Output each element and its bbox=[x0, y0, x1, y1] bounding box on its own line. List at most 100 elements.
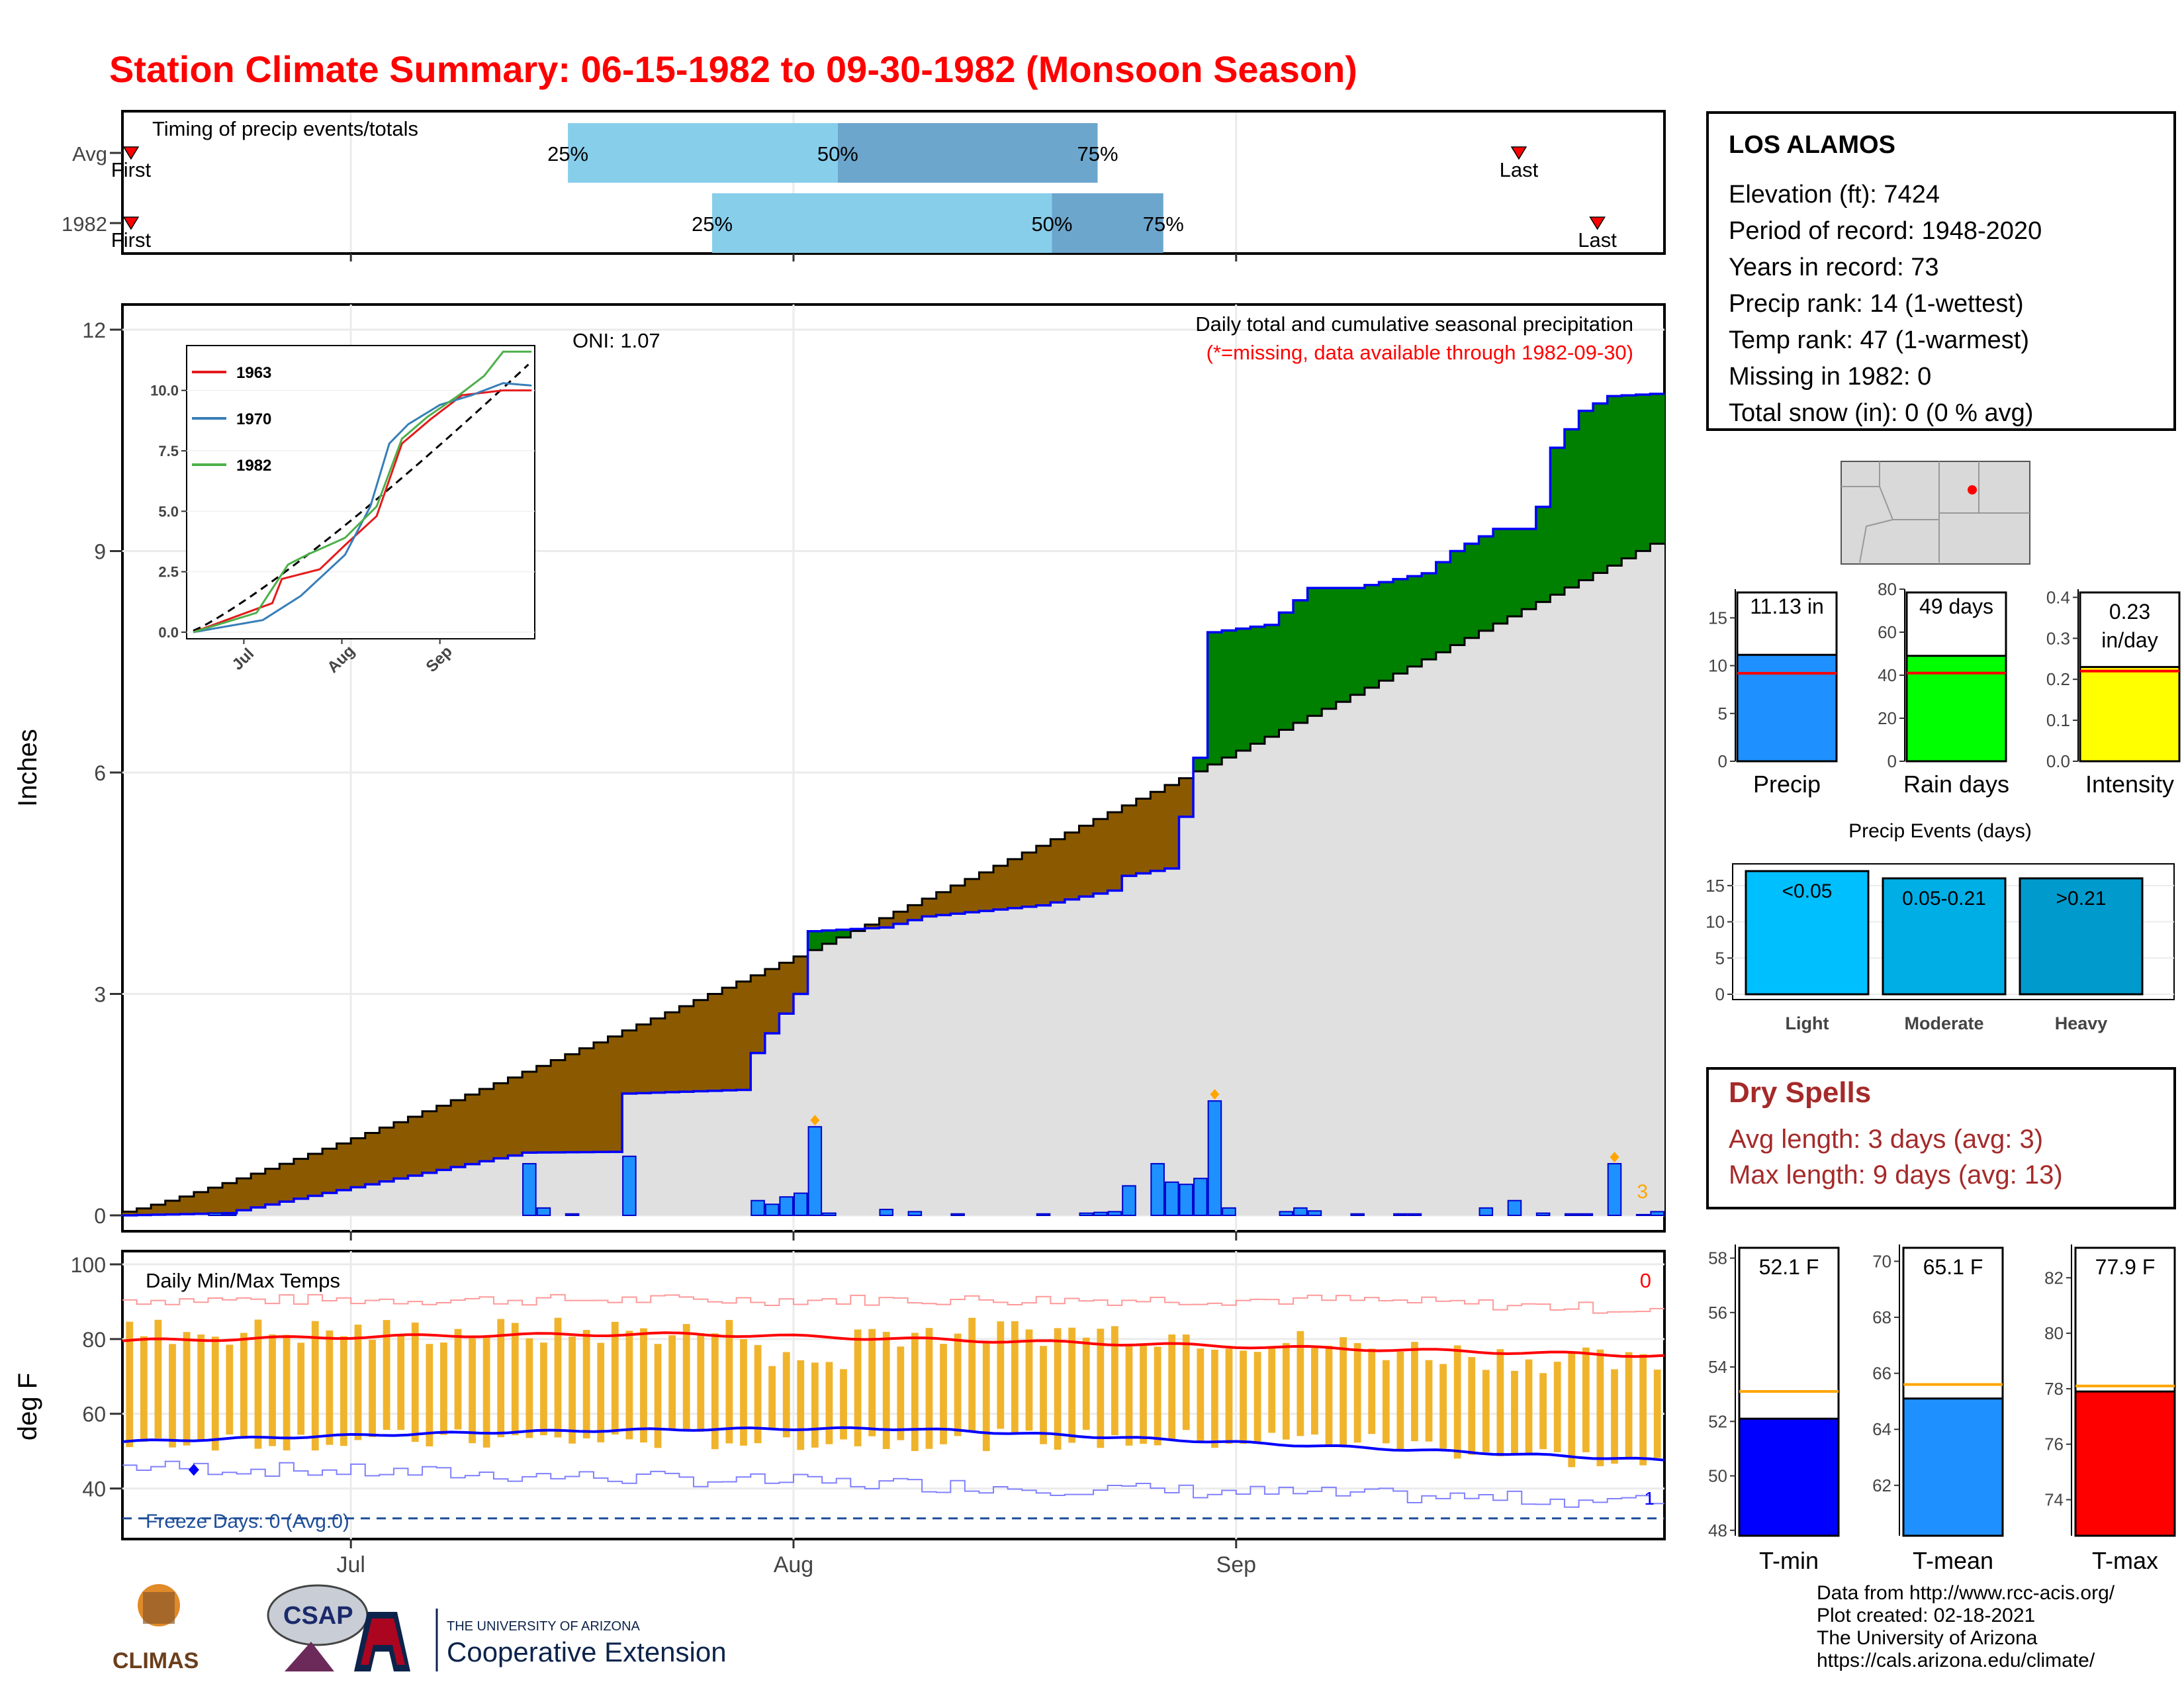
daily-precip-bar bbox=[1122, 1185, 1136, 1217]
timing-pct-label: 75% bbox=[1077, 142, 1118, 165]
temp-summary-tick-label: 68 bbox=[1872, 1307, 1891, 1327]
ua-top-text: THE UNIVERSITY OF ARIZONA bbox=[447, 1619, 641, 1634]
daily-precip-bar bbox=[1507, 1199, 1522, 1216]
daily-temp-bar bbox=[1040, 1346, 1047, 1444]
observed-cumulative-line bbox=[122, 393, 1664, 1217]
daily-temp-bar bbox=[825, 1362, 833, 1444]
daily-temp-bar bbox=[154, 1319, 162, 1438]
daily-temp-bar bbox=[240, 1333, 248, 1439]
inset-legend-label: 1982 bbox=[236, 457, 271, 475]
summary-tick-label: 0.2 bbox=[2046, 669, 2070, 689]
deficit-segment bbox=[779, 962, 794, 1014]
inset-y-label: 10.0 bbox=[150, 383, 179, 399]
daily-temp-bar bbox=[911, 1333, 919, 1452]
climas-text: CLIMAS bbox=[113, 1648, 199, 1673]
inset-y-label: 5.0 bbox=[158, 503, 179, 520]
summary-value-unit: in/day bbox=[2101, 628, 2158, 652]
temp-summary-tick-label: 82 bbox=[2044, 1268, 2064, 1288]
deficit-segment bbox=[922, 898, 937, 917]
daily-precip-bar bbox=[807, 1126, 823, 1216]
deficit-segment bbox=[1064, 832, 1079, 900]
deficit-segment bbox=[336, 1143, 351, 1190]
daily-precip-bar bbox=[1079, 1212, 1094, 1217]
inset-y-label: 0.0 bbox=[158, 624, 179, 641]
deficit-segment bbox=[536, 1066, 551, 1153]
temps-missing-count: 0 bbox=[1640, 1269, 1651, 1292]
daily-temp-bar bbox=[1325, 1345, 1333, 1446]
max-day-marker bbox=[810, 1115, 820, 1126]
avg-max-line bbox=[122, 1331, 1665, 1358]
daily-precip-bar bbox=[1036, 1213, 1051, 1217]
temp-summary-category-label: T-min bbox=[1759, 1547, 1819, 1574]
dry-spells-box: Dry Spells Avg length: 3 days (avg: 3) M… bbox=[1706, 1067, 2176, 1209]
daily-temp-bar bbox=[211, 1336, 219, 1451]
deficit-segment bbox=[365, 1133, 380, 1185]
surplus-segment bbox=[1193, 757, 1208, 772]
deficit-segment bbox=[251, 1173, 266, 1207]
daily-temp-bar bbox=[1396, 1352, 1404, 1451]
daily-temp-bar bbox=[525, 1338, 533, 1438]
deficit-segment bbox=[679, 1006, 694, 1092]
daily-precip-bar bbox=[536, 1207, 551, 1216]
deficit-segment bbox=[279, 1164, 295, 1202]
timing-pct-label: 50% bbox=[817, 142, 858, 165]
surplus-segment bbox=[1479, 536, 1494, 631]
daily-precip-bar bbox=[565, 1213, 580, 1217]
missing-count: 3 bbox=[1637, 1181, 1648, 1203]
legend-title: Daily total and cumulative seasonal prec… bbox=[1195, 312, 1633, 336]
temp-summary-tick-label: 54 bbox=[1708, 1357, 1727, 1377]
daily-precip-bar bbox=[1307, 1210, 1322, 1217]
credit-line: Plot created: 02-18-2021 bbox=[1817, 1605, 2036, 1626]
deficit-segment bbox=[964, 878, 979, 913]
summary-category-label: Intensity bbox=[2085, 771, 2174, 798]
events-bar bbox=[1745, 870, 1870, 996]
summary-tick-label: 80 bbox=[1878, 579, 1897, 599]
surplus-segment bbox=[1293, 600, 1308, 723]
first-label: First bbox=[111, 228, 152, 252]
surplus-segment bbox=[836, 929, 851, 938]
daily-temp-bar bbox=[768, 1366, 776, 1430]
daily-temp-bar bbox=[982, 1341, 990, 1452]
daily-temp-bar bbox=[1353, 1342, 1361, 1443]
surplus-segment bbox=[1422, 573, 1437, 660]
station-snow: Total snow (in): 0 (0 % avg) bbox=[1729, 399, 2034, 427]
deficit-segment bbox=[1150, 792, 1165, 871]
surplus-segment bbox=[1264, 625, 1279, 737]
daily-temp-bar bbox=[840, 1369, 847, 1440]
summary-tick-label: 40 bbox=[1878, 665, 1897, 685]
summary-bar bbox=[1905, 655, 2007, 763]
daily-temp-bar bbox=[369, 1339, 376, 1437]
daily-temp-bar bbox=[1253, 1352, 1261, 1442]
daily-temp-bar bbox=[540, 1342, 547, 1436]
surplus-segment bbox=[1621, 395, 1637, 559]
daily-precip-bar bbox=[879, 1209, 893, 1216]
temps-title: Daily Min/Max Temps bbox=[146, 1269, 340, 1292]
deficit-segment bbox=[950, 885, 966, 914]
surplus-segment bbox=[1578, 410, 1594, 581]
surplus-segment bbox=[1222, 630, 1237, 758]
daily-temp-bar bbox=[440, 1342, 447, 1435]
deficit-segment bbox=[236, 1178, 251, 1211]
daily-precip-bar bbox=[222, 1213, 237, 1217]
events-tick-label: 15 bbox=[1706, 876, 1725, 896]
timing-pct-label: 25% bbox=[692, 212, 733, 236]
deficit-segment bbox=[664, 1012, 680, 1092]
events-bin-label: <0.05 bbox=[1782, 880, 1833, 902]
daily-temp-bar bbox=[1168, 1334, 1176, 1440]
events-category-label: Heavy bbox=[2055, 1013, 2108, 1033]
timing-panel: Timing of precip events/totals Avg 25% 50% 7… bbox=[62, 110, 1666, 261]
inset-y-label: 7.5 bbox=[158, 443, 179, 459]
deficit-segment bbox=[651, 1018, 666, 1093]
station-missing: Missing in 1982: 0 bbox=[1729, 363, 1932, 391]
daily-precip-bar bbox=[950, 1213, 965, 1217]
summary-tick-label: 0.4 bbox=[2046, 587, 2070, 607]
daily-precip-bar bbox=[1179, 1184, 1194, 1217]
daily-temp-bar bbox=[511, 1323, 519, 1436]
summary-tick-label: 0.0 bbox=[2046, 751, 2070, 771]
surplus-segment bbox=[1379, 582, 1394, 681]
daily-temp-bar bbox=[582, 1330, 590, 1438]
temp-summary-bar bbox=[2074, 1390, 2176, 1537]
daily-precip-bar bbox=[1407, 1213, 1422, 1217]
deficit-segment bbox=[508, 1077, 523, 1156]
daily-temp-bar bbox=[469, 1338, 476, 1444]
